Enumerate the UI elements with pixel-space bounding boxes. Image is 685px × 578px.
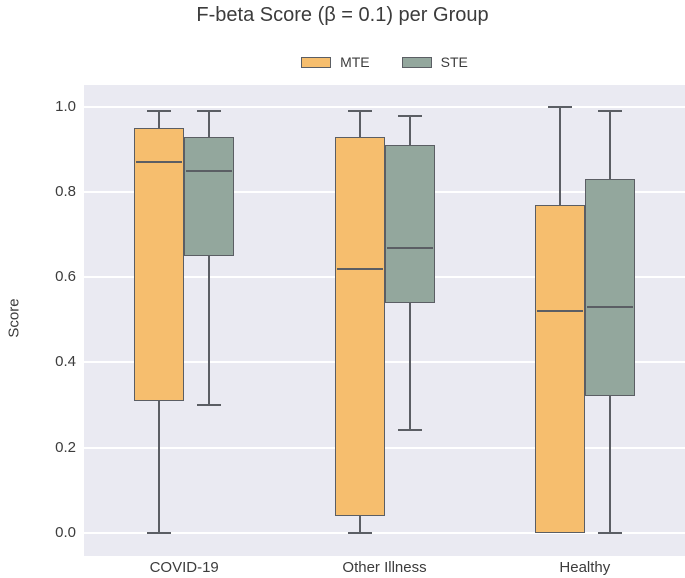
gridline-0.2: [84, 446, 685, 449]
whisker-upper-mte-covid-19: [158, 111, 161, 129]
median-ste-other-illness: [386, 246, 433, 249]
legend-swatch-mte: [301, 56, 332, 68]
median-mte-covid-19: [136, 161, 183, 164]
whisker-cap-min-mte-covid-19: [147, 531, 172, 534]
box-ste-healthy: [584, 179, 635, 397]
whisker-cap-min-mte-other-illness: [347, 531, 372, 534]
x-tick-label-healthy: Healthy: [559, 559, 611, 576]
legend-entry-ste: STE: [401, 54, 468, 70]
x-tick-label-other-illness: Other Illness: [342, 559, 427, 576]
box-mte-healthy: [534, 204, 585, 533]
y-tick-label-0.6: 0.6: [55, 268, 76, 286]
legend: MTE STE: [84, 54, 685, 70]
y-tick-label-0.0: 0.0: [55, 523, 76, 541]
median-mte-other-illness: [336, 267, 383, 270]
gridline-1.0: [84, 106, 685, 109]
whisker-cap-max-ste-other-illness: [397, 114, 422, 117]
legend-swatch-ste: [401, 56, 432, 68]
whisker-cap-min-ste-covid-19: [197, 403, 222, 406]
whisker-cap-max-ste-healthy: [597, 110, 622, 113]
gridline-0.0: [84, 531, 685, 534]
box-mte-covid-19: [134, 128, 185, 401]
y-tick-label-0.2: 0.2: [55, 438, 76, 456]
whisker-lower-ste-covid-19: [208, 256, 211, 405]
y-tick-label-1.0: 1.0: [55, 98, 76, 116]
whisker-upper-ste-healthy: [608, 111, 611, 180]
median-ste-covid-19: [186, 169, 233, 172]
x-tick-label-covid-19: COVID-19: [149, 559, 219, 576]
median-mte-healthy: [536, 310, 583, 313]
legend-label-ste: STE: [440, 54, 468, 70]
plot-area: [84, 85, 685, 556]
gridline-0.4: [84, 361, 685, 364]
whisker-upper-mte-healthy: [558, 107, 561, 205]
legend-entry-mte: MTE: [301, 54, 370, 70]
whisker-cap-max-ste-covid-19: [197, 110, 222, 113]
legend-label-mte: MTE: [340, 54, 370, 70]
y-tick-label-0.8: 0.8: [55, 183, 76, 201]
whisker-lower-ste-healthy: [608, 396, 611, 533]
y-tick-label-0.4: 0.4: [55, 353, 76, 371]
whisker-cap-max-mte-covid-19: [147, 110, 172, 113]
whisker-lower-ste-other-illness: [408, 302, 411, 431]
whisker-upper-mte-other-illness: [358, 111, 361, 137]
whisker-lower-mte-covid-19: [158, 400, 161, 533]
whisker-cap-max-mte-healthy: [547, 106, 572, 109]
whisker-upper-ste-covid-19: [208, 111, 211, 137]
whisker-cap-max-mte-other-illness: [347, 110, 372, 113]
y-axis-label: Score: [5, 298, 23, 338]
box-mte-other-illness: [334, 136, 385, 516]
chart-title: F-beta Score (β = 0.1) per Group: [196, 4, 489, 26]
whisker-upper-ste-other-illness: [408, 115, 411, 146]
whisker-cap-min-ste-other-illness: [397, 429, 422, 432]
median-ste-healthy: [586, 306, 633, 309]
box-ste-other-illness: [384, 145, 435, 303]
whisker-lower-mte-other-illness: [358, 515, 361, 533]
whisker-cap-min-ste-healthy: [597, 531, 622, 534]
box-ste-covid-19: [184, 136, 235, 257]
